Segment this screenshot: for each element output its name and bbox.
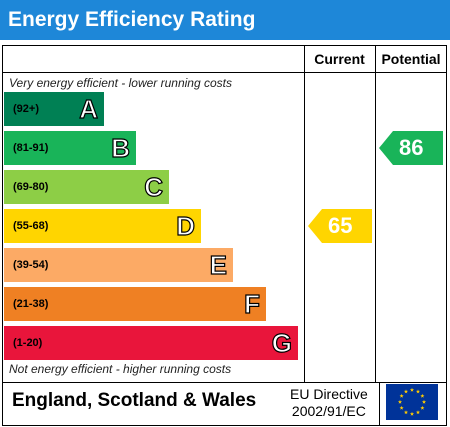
band-letter-label: F — [244, 288, 261, 319]
column-current-header: Current — [314, 51, 365, 67]
eu-star-icon — [409, 387, 415, 392]
footer-region: England, Scotland & Wales — [12, 390, 257, 411]
band-range-label: (92+) — [13, 103, 39, 115]
divider-current — [304, 45, 305, 382]
eu-star-icon — [409, 411, 415, 416]
eu-star-icon — [415, 389, 421, 394]
eu-star-icon — [420, 393, 425, 398]
band-range-label: (81-91) — [13, 142, 49, 154]
chart-frame — [2, 45, 447, 426]
eu-flag-icon — [386, 384, 438, 420]
band-letter-label: A — [79, 93, 99, 124]
band-range-label: (69-80) — [13, 181, 49, 193]
eu-star-icon — [415, 410, 421, 415]
band-range-label: (55-68) — [13, 220, 49, 232]
band-range-label: (21-38) — [13, 298, 49, 310]
band-range-label: (1-20) — [13, 337, 43, 349]
chart-title: Energy Efficiency Rating — [0, 0, 450, 40]
band-b: (81-91) B — [4, 131, 136, 165]
eu-star-icon — [399, 405, 404, 410]
band-e: (39-54) E — [4, 248, 233, 282]
header-rule — [2, 72, 447, 73]
current-rating-value: 65 — [328, 213, 353, 238]
band-letter-label: C — [144, 171, 164, 202]
eu-directive-line2: 2002/91/EC — [291, 403, 366, 419]
band-letter-label: D — [176, 210, 196, 241]
eu-star-icon — [403, 389, 409, 394]
band-letter-label: B — [111, 132, 131, 163]
footer-rule — [2, 382, 447, 383]
divider-footer — [379, 382, 380, 426]
arrow-shape — [308, 209, 372, 243]
band-letter-label: G — [271, 327, 292, 358]
eu-star-icon — [397, 399, 403, 404]
band-c: (69-80) C — [4, 170, 169, 204]
band-f: (21-38) F — [4, 287, 266, 321]
eu-directive-line1: EU Directive — [290, 386, 368, 402]
band-g: (1-20) G — [4, 326, 298, 360]
column-potential-header: Potential — [381, 51, 441, 67]
eu-star-icon — [421, 399, 427, 404]
potential-rating-arrow — [379, 131, 443, 165]
band-d: (55-68) D — [4, 209, 201, 243]
note-inefficient: Not energy efficient - higher running co… — [9, 362, 232, 376]
band-letter-label: E — [209, 249, 228, 280]
eu-directive: EU Directive 2002/91/EC — [290, 386, 368, 420]
eu-star-icon — [399, 393, 404, 398]
eu-star-icon — [420, 405, 425, 410]
arrow-shape — [379, 131, 443, 165]
band-a: (92+) A — [4, 92, 104, 126]
eu-star-icon — [403, 410, 409, 415]
note-efficient: Very energy efficient - lower running co… — [9, 76, 232, 90]
potential-rating-value: 86 — [399, 135, 424, 160]
current-rating-arrow — [308, 209, 372, 243]
band-range-label: (39-54) — [13, 259, 49, 271]
divider-potential — [375, 45, 376, 382]
